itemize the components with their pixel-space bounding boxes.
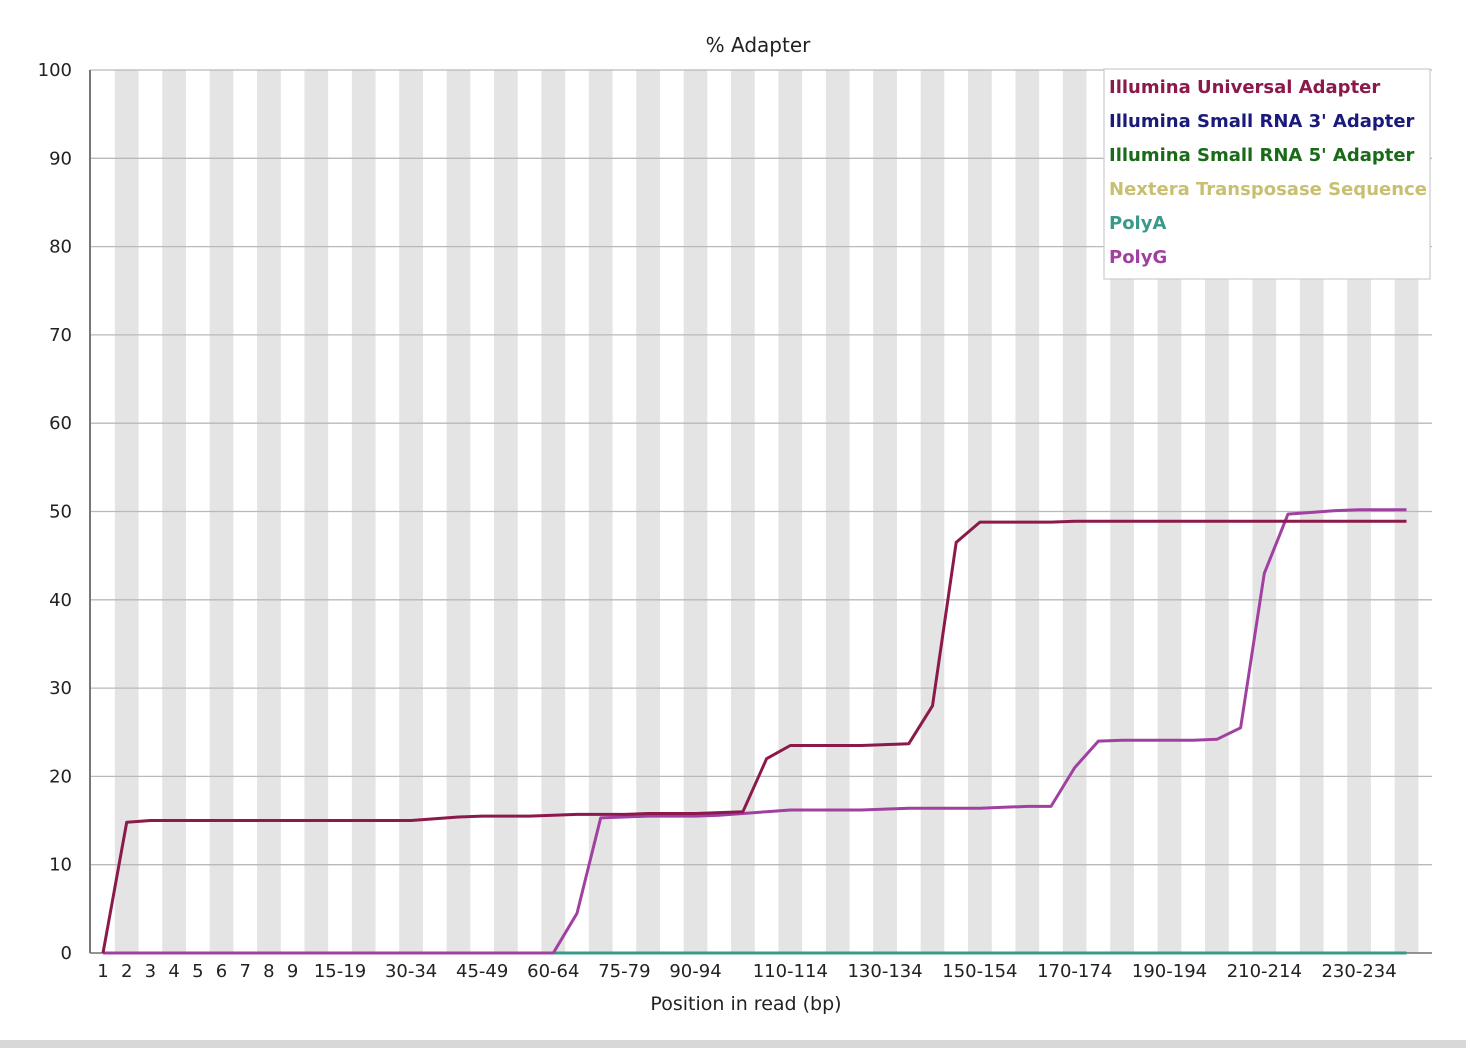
- x-tick-label-230-234: 230-234: [1321, 961, 1396, 982]
- legend-entry-illumina-small-rna-3-adapter: Illumina Small RNA 3' Adapter: [1109, 111, 1415, 132]
- x-tick-label-3: 3: [145, 961, 156, 982]
- y-tick-label-0: 0: [61, 943, 72, 964]
- x-tick-label-210-214: 210-214: [1227, 961, 1302, 982]
- y-tick-label-80: 80: [49, 237, 72, 258]
- x-tick-label-75-79: 75-79: [598, 961, 650, 982]
- x-tick-label-8: 8: [263, 961, 274, 982]
- series-line-polyg: [103, 508, 1407, 955]
- series-lines: [101, 508, 1407, 955]
- y-tick-label-100: 100: [38, 60, 72, 81]
- x-tick-label-130-134: 130-134: [847, 961, 922, 982]
- x-tick-label-90-94: 90-94: [669, 961, 721, 982]
- x-tick-label-45-49: 45-49: [456, 961, 508, 982]
- x-tick-label-15-19: 15-19: [314, 961, 366, 982]
- y-tick-label-10: 10: [49, 855, 72, 876]
- x-tick-label-7: 7: [239, 961, 250, 982]
- y-tick-label-70: 70: [49, 325, 72, 346]
- y-tick-label-40: 40: [49, 590, 72, 611]
- x-tick-label-1: 1: [97, 961, 108, 982]
- x-tick-label-170-174: 170-174: [1037, 961, 1112, 982]
- legend-entry-illumina-small-rna-5-adapter: Illumina Small RNA 5' Adapter: [1109, 145, 1415, 166]
- x-tick-label-60-64: 60-64: [527, 961, 579, 982]
- series-line-illumina-universal-adapter: [101, 519, 1407, 954]
- x-tick-label-150-154: 150-154: [942, 961, 1017, 982]
- y-tick-label-60: 60: [49, 413, 72, 434]
- x-tick-label-190-194: 190-194: [1132, 961, 1207, 982]
- x-tick-label-6: 6: [216, 961, 227, 982]
- x-tick-label-2: 2: [121, 961, 132, 982]
- legend-entry-polyg: PolyG: [1109, 247, 1167, 268]
- x-tick-label-4: 4: [168, 961, 179, 982]
- y-tick-label-30: 30: [49, 678, 72, 699]
- chart-title: % Adapter: [706, 33, 811, 57]
- x-tick-labels: 1 2 3 4 5 6 7 8 9 15-19 30-34 45-49 60-64 75-79 90-94 1…: [97, 961, 1396, 982]
- legend-entry-illumina-universal-adapter: Illumina Universal Adapter: [1109, 77, 1380, 98]
- x-tick-label-110-114: 110-114: [753, 961, 828, 982]
- x-tick-label-30-34: 30-34: [385, 961, 437, 982]
- x-tick-label-9: 9: [287, 961, 298, 982]
- y-tick-label-90: 90: [49, 148, 72, 169]
- legend-entry-polya: PolyA: [1109, 213, 1166, 234]
- y-tick-label-50: 50: [49, 502, 72, 523]
- bottom-edge: [0, 1040, 1466, 1048]
- x-axis-label: Position in read (bp): [650, 993, 841, 1015]
- x-tick-label-5: 5: [192, 961, 203, 982]
- legend-box: [1103, 68, 1431, 280]
- y-tick-labels: 0 10 20 30 40 50 60 70 80 90 100: [38, 60, 72, 964]
- legend-entry-nextera-transposase-sequence: Nextera Transposase Sequence: [1109, 179, 1427, 200]
- y-tick-label-20: 20: [49, 766, 72, 787]
- legend: Illumina Universal Adapter Illumina Small…: [1103, 68, 1431, 280]
